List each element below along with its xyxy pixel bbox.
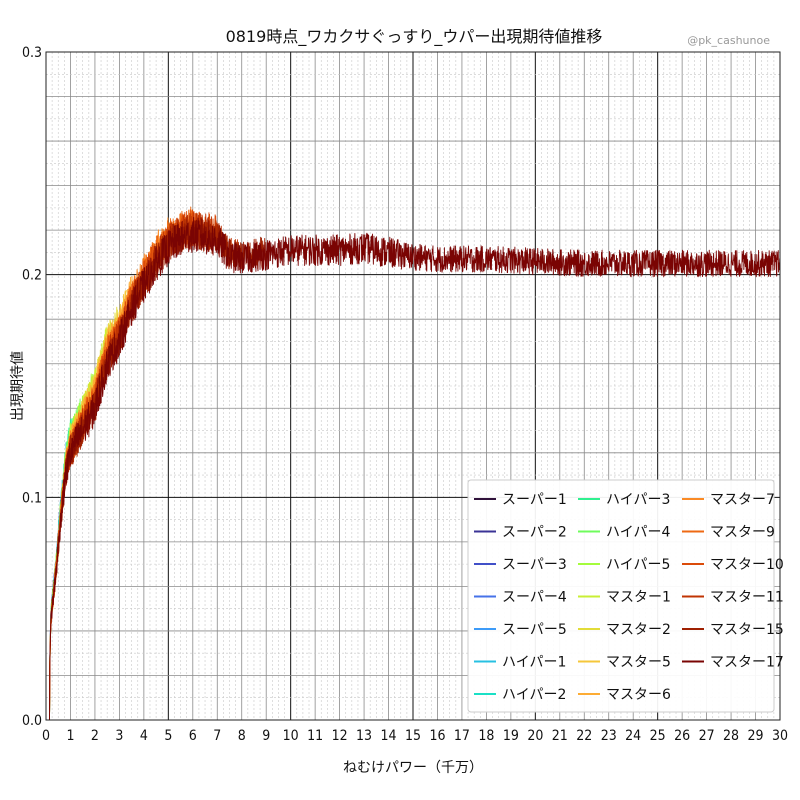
- legend-label: スーパー3: [502, 557, 567, 573]
- x-tick-label: 12: [332, 728, 348, 744]
- y-tick-label: 0.0: [22, 713, 42, 729]
- legend-label: ハイパー1: [502, 655, 566, 671]
- x-tick-label: 30: [772, 728, 788, 744]
- legend-label: ハイパー2: [502, 687, 566, 703]
- x-tick-label: 3: [115, 728, 123, 744]
- x-tick-label: 9: [262, 728, 270, 744]
- series-group: [45, 206, 781, 721]
- legend-label: ハイパー5: [606, 557, 670, 573]
- legend-label: マスター9: [710, 525, 775, 541]
- x-tick-label: 5: [164, 728, 172, 744]
- legend-label: スーパー5: [502, 622, 567, 638]
- x-tick-label: 20: [527, 728, 543, 744]
- x-tick-label: 7: [213, 728, 221, 744]
- series-line: [45, 216, 781, 721]
- legend-label: マスター17: [710, 655, 784, 671]
- x-tick-label: 13: [356, 728, 372, 744]
- y-tick-label: 0.3: [22, 45, 42, 61]
- legend-label: マスター5: [606, 655, 671, 671]
- x-tick-label: 15: [405, 728, 421, 744]
- x-tick-label: 1: [66, 728, 74, 744]
- legend-label: ハイパー4: [606, 525, 670, 541]
- legend-label: マスター15: [710, 622, 784, 638]
- legend-label: スーパー2: [502, 525, 567, 541]
- legend-label: マスター2: [606, 622, 671, 638]
- x-tick-label: 11: [307, 728, 323, 744]
- x-tick-label: 23: [601, 728, 617, 744]
- x-tick-label: 26: [674, 728, 690, 744]
- chart-title: 0819時点_ワカクサぐっすり_ウパー出現期待値推移: [226, 27, 603, 47]
- x-tick-label: 2: [91, 728, 99, 744]
- credit-text: @pk_cashunoe: [687, 34, 770, 47]
- legend-label: スーパー1: [502, 492, 567, 508]
- x-tick-label: 0: [42, 728, 50, 744]
- legend-label: マスター1: [606, 590, 671, 606]
- legend: スーパー1 スーパー2 スーパー3 スーパー4 スーパー5 ハイパー1 ハイパー2 ハイパー3…: [467, 479, 784, 713]
- legend-label: ハイパー3: [606, 492, 670, 508]
- legend-label: スーパー4: [502, 590, 567, 606]
- x-axis-label: ねむけパワー（千万）: [343, 760, 483, 776]
- x-tick-label: 25: [650, 728, 666, 744]
- x-tick-label: 18: [478, 728, 494, 744]
- x-tick-label: 17: [454, 728, 470, 744]
- x-tick-label: 22: [576, 728, 592, 744]
- y-tick-label: 0.2: [22, 268, 42, 284]
- legend-label: マスター11: [710, 590, 784, 606]
- legend-label: マスター6: [606, 687, 671, 703]
- x-tick-label: 24: [625, 728, 641, 744]
- grid: [45, 51, 781, 721]
- x-tick-label: 28: [723, 728, 739, 744]
- x-tick-label: 14: [381, 728, 397, 744]
- y-axis-label: 出現期待値: [10, 351, 26, 421]
- x-tick-label: 19: [503, 728, 519, 744]
- x-tick-label: 4: [140, 728, 148, 744]
- legend-label: マスター7: [710, 492, 775, 508]
- x-tick-label: 29: [748, 728, 764, 744]
- legend-box: [467, 479, 775, 713]
- y-tick-label: 0.1: [22, 490, 42, 506]
- y-tick-labels: 0.0 0.1 0.2 0.3: [22, 45, 42, 729]
- x-tick-label: 16: [429, 728, 445, 744]
- plot-frame: [45, 51, 781, 721]
- x-tick-label: 21: [552, 728, 568, 744]
- legend-label: マスター10: [710, 557, 784, 573]
- x-tick-label: 8: [238, 728, 246, 744]
- x-tick-label: 27: [699, 728, 715, 744]
- x-tick-label: 6: [189, 728, 197, 744]
- x-tick-labels: 0 1 2 3 4 5 6 7 8 9 10 11 12 13 14 15 16 17 18 19 20 21 22 23 24…: [42, 728, 788, 744]
- x-tick-label: 10: [283, 728, 299, 744]
